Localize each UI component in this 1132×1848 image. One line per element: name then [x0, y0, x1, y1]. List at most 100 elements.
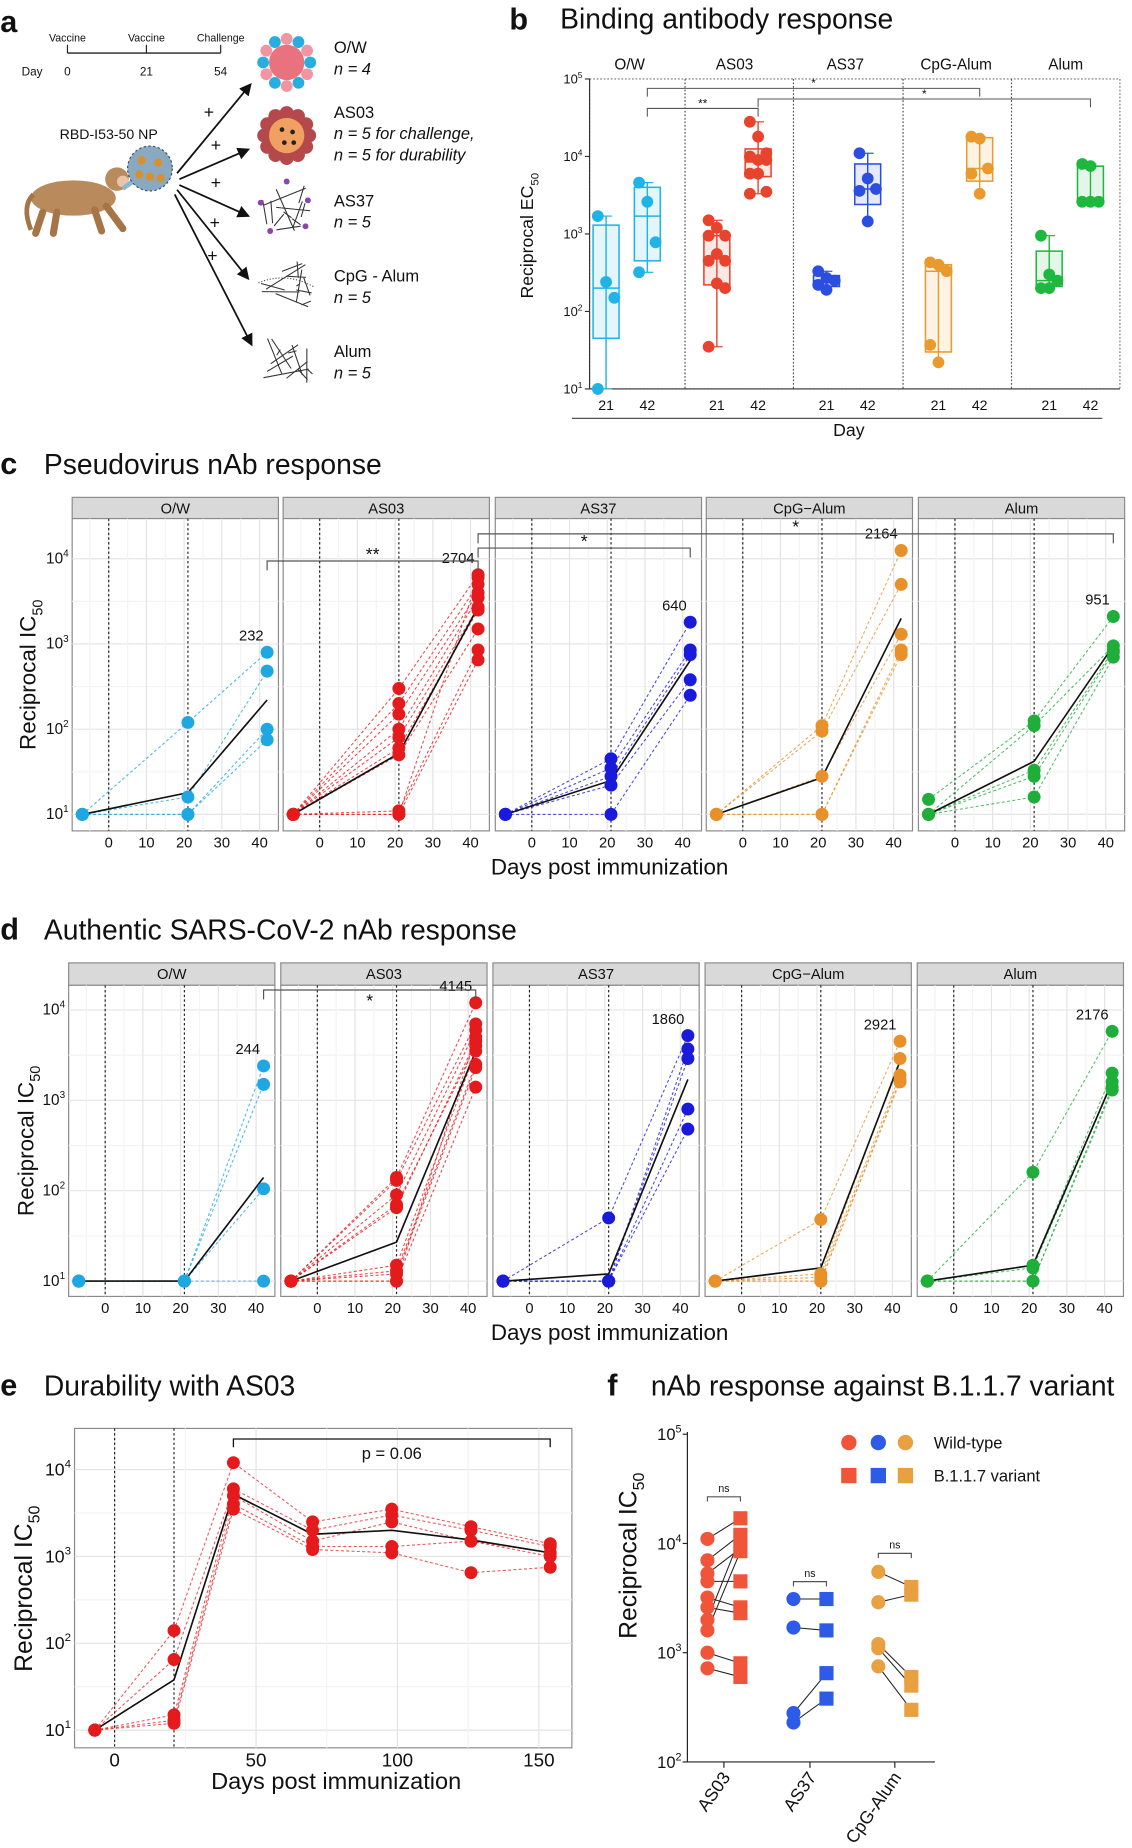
individual-line — [78, 1188, 264, 1282]
facet-title: Alum — [1004, 967, 1038, 983]
tick-exponent: 3 — [578, 225, 583, 235]
data-point — [633, 176, 645, 189]
x-tick-label: 42 — [972, 397, 988, 413]
tick-base: 10 — [563, 304, 577, 319]
gmt-annotation: 244 — [235, 1042, 260, 1058]
data-point — [743, 187, 756, 200]
group-o-w: O/W 21 42 — [591, 57, 662, 413]
group-header: Alum — [1048, 57, 1083, 74]
group-alum: Alum n = 5 — [334, 343, 372, 382]
legend-wild-type-marker — [870, 1434, 886, 1451]
panel-letter: d — [0, 912, 19, 946]
tick-base: 10 — [43, 1273, 60, 1290]
chart-title: Durability with AS03 — [44, 1369, 295, 1401]
panel-letter: f — [607, 1368, 618, 1402]
individual-line — [290, 1036, 477, 1282]
group-as37: AS37 n = 5 — [334, 192, 374, 231]
facet-cpg-alum: CpG−Alum 2921 0 10 20 30 40 — [704, 962, 912, 1317]
y-tick-label: 103 — [563, 225, 582, 242]
data-point — [893, 1034, 907, 1048]
tick-base: 10 — [46, 806, 63, 823]
y-tick-label: 102 — [46, 719, 69, 738]
facet-title: CpG−Alum — [772, 967, 844, 983]
data-point — [1026, 1261, 1040, 1275]
data-point — [1092, 195, 1105, 208]
data-point — [1035, 229, 1047, 242]
significance-bracket: ** — [266, 544, 479, 571]
group-header: AS37 — [827, 57, 864, 74]
x-tick-label: 10 — [349, 835, 365, 851]
tick-exponent: 1 — [65, 1719, 71, 1731]
data-point — [815, 807, 829, 821]
data-point — [853, 147, 866, 160]
p-value-label: p = 0.06 — [362, 1445, 422, 1463]
x-tick-label: 21 — [1041, 397, 1057, 413]
x-tick-label: 40 — [672, 1301, 688, 1317]
significance-label: * — [922, 88, 927, 101]
data-point — [894, 648, 908, 662]
x-tick-label: 21 — [819, 397, 835, 413]
x-tick-label: 40 — [460, 1301, 476, 1317]
tick-base: 10 — [45, 1546, 65, 1566]
significance-label: ns — [718, 1483, 729, 1495]
data-point — [812, 265, 825, 278]
tick-base: 10 — [563, 227, 577, 242]
data-point — [683, 648, 697, 662]
wild-type-point — [700, 1531, 715, 1547]
x-tick-label: 0 — [316, 835, 324, 851]
group-size: n = 5 for challenge, — [334, 125, 475, 143]
data-point — [469, 1061, 483, 1075]
data-point — [260, 664, 274, 678]
data-point — [604, 769, 618, 783]
tick-base: 10 — [45, 1459, 65, 1479]
data-point — [814, 1274, 828, 1288]
group-size: n = 4 — [334, 60, 371, 78]
geometric-mean-line — [928, 645, 1115, 816]
arrow-icon — [179, 147, 251, 180]
significance-bracket: * — [477, 531, 691, 558]
data-point — [88, 1723, 102, 1737]
tick-base: 10 — [563, 72, 577, 87]
y-axis-label: Reciprocal IC50 — [11, 1505, 43, 1672]
x-tick-label: 21 — [598, 397, 614, 413]
individual-line — [926, 1031, 1113, 1282]
data-point — [894, 577, 908, 591]
facet-title: AS37 — [580, 501, 616, 517]
group-as37: AS37 21 42 — [812, 57, 882, 413]
as03-emulsion-icon — [257, 106, 317, 165]
wild-type-point — [786, 1620, 801, 1635]
data-point — [469, 1030, 483, 1044]
y-tick-label: 102 — [563, 302, 582, 319]
arrow-icon — [176, 82, 252, 174]
data-point — [683, 673, 697, 687]
significance-bracket: ** — [646, 97, 759, 117]
data-point — [600, 276, 612, 288]
data-point — [385, 1546, 399, 1560]
gmt-annotation: 2921 — [864, 1017, 897, 1033]
data-point — [1105, 1024, 1119, 1038]
y-axis-label-main: Reciprocal IC — [13, 1082, 38, 1216]
y-tick-label: 101 — [46, 804, 69, 823]
data-point — [710, 248, 723, 260]
y-axis-label-subscript: 50 — [26, 1505, 44, 1523]
gmt-annotation: 2704 — [442, 551, 475, 567]
data-point — [167, 1653, 181, 1667]
facet-plot-area — [494, 517, 703, 832]
data-point — [702, 340, 715, 353]
data-point — [820, 283, 833, 296]
y-axis-label-subscript: 50 — [529, 173, 541, 186]
facet-as37: AS37 1860 0 10 20 30 40 — [492, 962, 700, 1317]
data-point — [1051, 274, 1064, 287]
data-point — [392, 682, 406, 696]
tick-exponent: 3 — [676, 1642, 682, 1654]
data-point — [982, 162, 994, 175]
group-o-w: O/W n = 4 — [334, 39, 371, 78]
legend: Wild-type B.1.1.7 variant — [841, 1434, 1041, 1485]
plus-sign: + — [211, 173, 221, 193]
data-point — [181, 715, 195, 729]
tick-base: 10 — [657, 1426, 675, 1444]
data-point — [72, 1274, 86, 1288]
data-point — [1027, 769, 1041, 783]
x-tick-label: 0 — [525, 1301, 533, 1317]
data-point — [1027, 790, 1041, 804]
